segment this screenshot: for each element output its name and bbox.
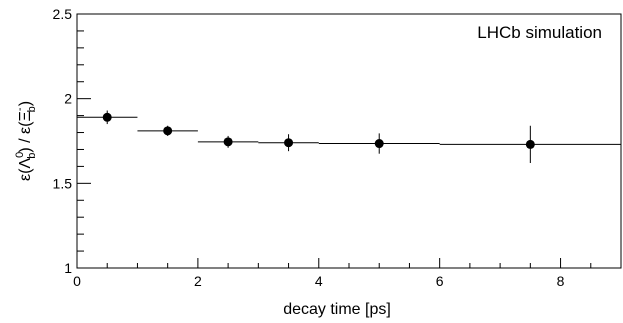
data-point [197, 135, 259, 148]
point-marker [525, 139, 535, 149]
y-tick-label: 1 [64, 260, 72, 276]
x-tick-label: 6 [436, 273, 444, 289]
y-axis-title-sub: b [26, 106, 38, 112]
y-tick-label: 2 [64, 91, 72, 107]
y-tick-label: 2.5 [53, 6, 73, 22]
data-point [137, 125, 198, 136]
tick-labels: 0 2 4 6 8 1 1.5 2 2.5 [53, 6, 565, 289]
data-point [318, 133, 440, 154]
plot-frame [76, 13, 622, 269]
point-marker [102, 112, 112, 122]
chart-annotation: LHCb simulation [477, 23, 602, 42]
y-tick-label: 1.5 [53, 175, 73, 191]
point-marker [163, 126, 173, 136]
x-axis-title: decay time [ps] [283, 301, 391, 318]
y-axis-title: ε(Λ0b) / ε(Ξ-b) [14, 101, 38, 181]
y-axis-title-part: ) [17, 101, 34, 106]
x-tick-label: 4 [315, 273, 323, 289]
data-points [77, 110, 621, 164]
y-axis-title-sup: 0 [14, 152, 26, 158]
y-axis-title-sup: - [14, 107, 26, 111]
point-marker [223, 137, 233, 147]
point-marker [284, 138, 294, 148]
x-tick-label: 8 [557, 273, 565, 289]
data-point [439, 125, 621, 164]
point-marker [374, 139, 384, 149]
y-axis-title-sub: b [26, 153, 38, 159]
y-axis-title-part: ε(Λ [17, 158, 34, 181]
data-point [258, 134, 319, 152]
x-tick-label: 0 [73, 273, 81, 289]
axis-ticks [76, 13, 622, 269]
x-tick-label: 2 [194, 273, 202, 289]
data-point [77, 110, 138, 125]
y-axis-title-part: ) / ε(Ξ [17, 111, 34, 153]
plot-frame-border [76, 13, 622, 269]
